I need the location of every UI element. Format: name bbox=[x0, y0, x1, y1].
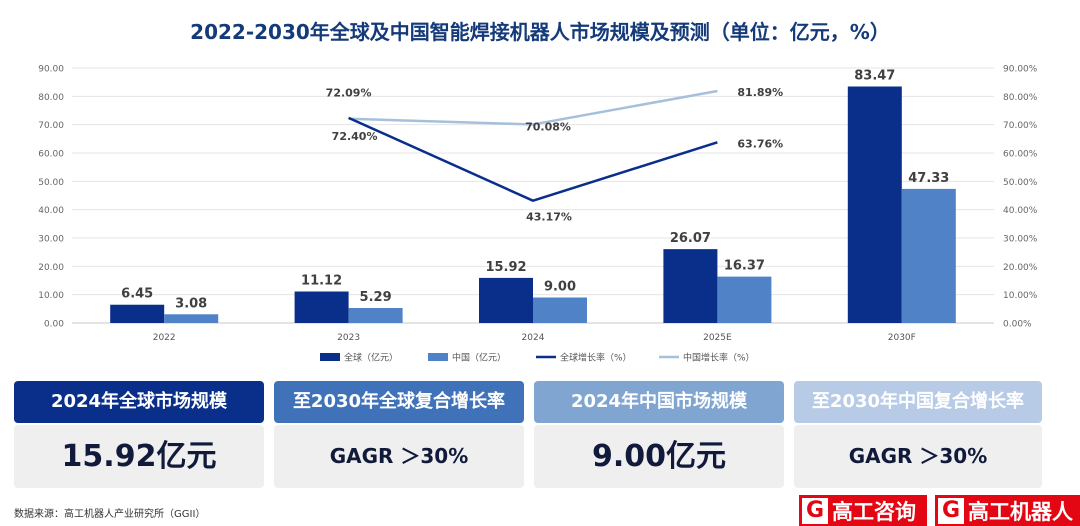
y-tick-label: 70.00 bbox=[38, 121, 64, 131]
bar-data-label: 3.08 bbox=[175, 296, 207, 311]
y2-tick-label: 70.00% bbox=[1003, 121, 1038, 131]
bar-data-label: 5.29 bbox=[360, 290, 392, 305]
bar bbox=[847, 86, 902, 323]
logo-mark: G bbox=[802, 497, 828, 524]
y2-tick-label: 90.00% bbox=[1003, 65, 1038, 75]
y-tick-label: 30.00 bbox=[38, 235, 64, 245]
card-global-size-value: 15.92亿元 bbox=[14, 425, 264, 488]
legend-label: 全球（亿元） bbox=[344, 352, 398, 364]
logo-gaogong-robot: G 高工机器人 bbox=[935, 495, 1080, 526]
card-china-cagr-head: 至2030年中国复合增长率 bbox=[794, 381, 1042, 423]
y2-tick-label: 30.00% bbox=[1003, 235, 1038, 245]
y2-tick-label: 60.00% bbox=[1003, 150, 1038, 160]
bar bbox=[663, 249, 718, 323]
line-data-label: 63.76% bbox=[737, 137, 783, 150]
card-china-size-value: 9.00亿元 bbox=[534, 425, 784, 488]
x-tick-label: 2024 bbox=[522, 333, 545, 343]
legend-swatch bbox=[320, 353, 340, 361]
y2-tick-label: 20.00% bbox=[1003, 263, 1038, 273]
x-tick-label: 2022 bbox=[153, 333, 176, 343]
y2-tick-label: 40.00% bbox=[1003, 206, 1038, 216]
logo-mark: G bbox=[938, 497, 964, 524]
legend-swatch bbox=[428, 353, 448, 361]
bar-data-label: 11.12 bbox=[301, 273, 342, 288]
bar bbox=[294, 291, 349, 323]
card-china-cagr-value: GAGR ＞30% bbox=[794, 425, 1042, 488]
y-tick-label: 60.00 bbox=[38, 150, 64, 160]
y-tick-label: 40.00 bbox=[38, 206, 64, 216]
y-tick-label: 90.00 bbox=[38, 65, 64, 75]
y2-tick-label: 10.00% bbox=[1003, 291, 1038, 301]
card-global-size-head: 2024年全球市场规模 bbox=[14, 381, 264, 423]
bar bbox=[901, 188, 956, 323]
line-data-label: 72.40% bbox=[332, 130, 378, 143]
y-tick-label: 80.00 bbox=[38, 93, 64, 103]
bar-data-label: 47.33 bbox=[908, 171, 949, 186]
x-tick-label: 2023 bbox=[337, 333, 360, 343]
bar bbox=[348, 308, 403, 323]
chart-canvas: 0.00 10.00 20.00 30.00 40.00 50.00 60.00 70.00 8… bbox=[38, 65, 1038, 364]
bar-data-label: 6.45 bbox=[121, 287, 153, 302]
line-data-label: 72.09% bbox=[326, 87, 372, 100]
bar bbox=[533, 297, 587, 323]
y-tick-label: 20.00 bbox=[38, 263, 64, 273]
bar-data-label: 16.37 bbox=[724, 259, 765, 274]
logo-text: 高工机器人 bbox=[968, 499, 1073, 524]
bar-data-label: 83.47 bbox=[854, 69, 895, 84]
legend-label: 全球增长率（%） bbox=[560, 352, 632, 364]
logo-text: 高工咨询 bbox=[832, 499, 916, 524]
card-global-cagr-value: GAGR ＞30% bbox=[274, 425, 524, 488]
y-tick-label: 50.00 bbox=[38, 178, 64, 188]
line-data-label: 81.89% bbox=[737, 86, 783, 99]
bar bbox=[110, 304, 165, 323]
card-china-size-head: 2024年中国市场规模 bbox=[534, 381, 784, 423]
y2-tick-label: 80.00% bbox=[1003, 93, 1038, 103]
x-tick-label: 2030F bbox=[888, 333, 916, 343]
y2-tick-label: 50.00% bbox=[1003, 178, 1038, 188]
bar-data-label: 15.92 bbox=[485, 260, 526, 275]
legend-label: 中国（亿元） bbox=[452, 352, 506, 364]
x-tick-label: 2025E bbox=[703, 333, 732, 343]
card-global-cagr-head: 至2030年全球复合增长率 bbox=[274, 381, 524, 423]
y-tick-label: 0.00 bbox=[44, 320, 64, 330]
bar bbox=[479, 277, 533, 323]
logo-gaogong-consulting: G 高工咨询 bbox=[799, 495, 927, 526]
y-tick-label: 10.00 bbox=[38, 291, 64, 301]
bar bbox=[717, 276, 772, 323]
bar-data-label: 26.07 bbox=[670, 231, 711, 246]
line-data-label: 70.08% bbox=[525, 120, 571, 133]
series-line bbox=[348, 89, 718, 126]
bar-data-label: 9.00 bbox=[544, 280, 576, 295]
chart-title: 2022-2030年全球及中国智能焊接机器人市场规模及预测（单位：亿元，%） bbox=[190, 20, 890, 44]
data-source: 数据来源：高工机器人产业研究所（GGII） bbox=[14, 509, 206, 520]
y2-tick-label: 0.00% bbox=[1003, 320, 1032, 330]
line-data-label: 43.17% bbox=[526, 211, 572, 224]
bar bbox=[164, 314, 219, 323]
legend-label: 中国增长率（%） bbox=[683, 352, 755, 364]
series-line bbox=[348, 116, 718, 202]
